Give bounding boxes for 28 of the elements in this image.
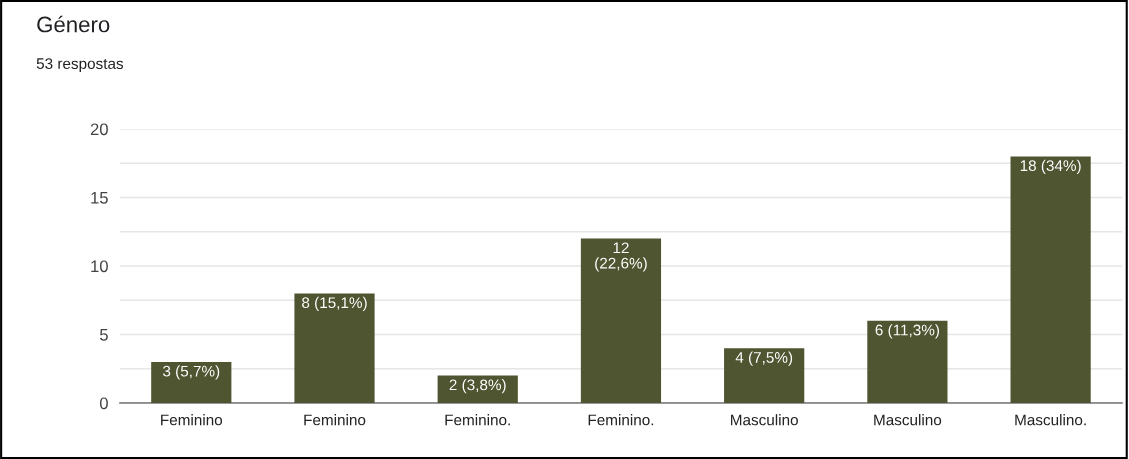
chart-subtitle: 53 respostas [36,58,124,73]
bar [724,348,805,403]
data-label: 3 (5,7%) [163,365,220,380]
bar [437,375,518,403]
bar [151,361,232,403]
y-tick-label: 20 [90,123,108,136]
bar [1010,156,1091,403]
x-tick-label: Feminino. [588,414,654,426]
x-tick-label: Feminino. [445,414,510,426]
y-tick-label: 5 [99,329,108,341]
data-label: 12 (22,6%) [595,242,647,272]
data-label: 18 (34%) [1020,159,1081,175]
x-tick-label: Feminino [304,414,366,426]
x-tick-label: Masculino [874,414,942,426]
x-tick-label: Masculino. [1015,414,1086,426]
data-label: 6 (11,3%) [875,324,939,339]
y-tick-label: 0 [99,397,108,410]
chart-title: Género [37,15,110,33]
data-label: 2 (3,8%) [449,379,506,394]
bar [294,293,375,403]
y-tick-label: 15 [91,192,108,204]
x-tick-label: Feminino [161,414,223,426]
data-label: 4 (7,5%) [735,351,793,366]
y-tick-label: 10 [91,260,108,273]
x-tick-label: Masculino [731,414,798,426]
bar [867,320,948,403]
data-label: 8 (15,1%) [302,296,367,312]
bar [580,238,662,403]
